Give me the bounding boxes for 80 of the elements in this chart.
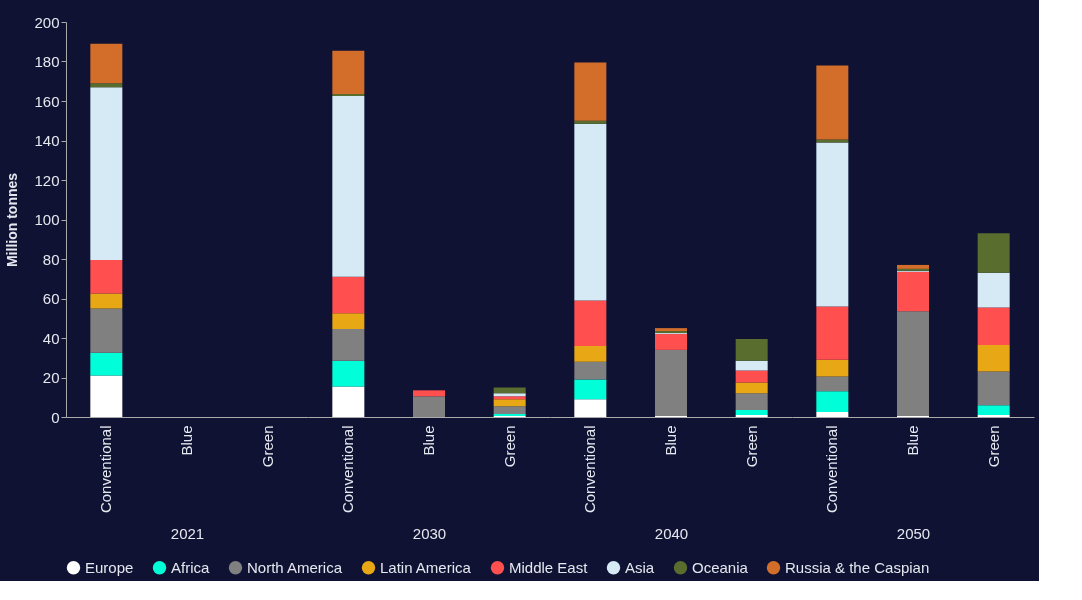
y-tick-label: 200 bbox=[34, 13, 60, 31]
bar bbox=[493, 387, 526, 394]
bar bbox=[977, 371, 1010, 406]
x-tick-label: Blue bbox=[904, 425, 921, 456]
bar bbox=[977, 272, 1010, 308]
x-tick-label: Green bbox=[742, 425, 760, 468]
bar bbox=[332, 386, 365, 417]
y-tick-label: 140 bbox=[34, 132, 60, 149]
bar bbox=[897, 311, 929, 417]
legend-label: Europe bbox=[85, 558, 134, 576]
bar bbox=[977, 233, 1010, 273]
y-tick-label: 0 bbox=[51, 408, 60, 426]
x-tick-label: Blue bbox=[178, 425, 195, 456]
bar bbox=[332, 360, 365, 387]
bar bbox=[332, 276, 365, 314]
bar bbox=[655, 334, 687, 350]
bar bbox=[735, 360, 768, 371]
bar bbox=[816, 65, 849, 140]
y-tick-label: 40 bbox=[42, 329, 60, 347]
x-tick-label: Blue bbox=[420, 425, 437, 456]
bar bbox=[816, 391, 849, 413]
legend-label: Middle East bbox=[509, 558, 589, 576]
x-tick-label: Green bbox=[500, 425, 518, 468]
y-axis-title: Million tonnes bbox=[4, 172, 21, 268]
legend-label: Latin America bbox=[380, 558, 472, 576]
bar bbox=[332, 313, 365, 330]
bar bbox=[413, 390, 445, 397]
y-tick-label: 60 bbox=[42, 290, 60, 307]
x-tick-label: Conventional bbox=[581, 425, 599, 514]
legend-label: Oceania bbox=[692, 558, 749, 576]
bar bbox=[735, 370, 768, 383]
bar bbox=[897, 271, 929, 312]
bar bbox=[493, 399, 526, 407]
bar bbox=[574, 62, 607, 121]
bar bbox=[574, 123, 607, 301]
bar bbox=[816, 142, 849, 307]
x-tick-label: Conventional bbox=[339, 425, 357, 514]
x-tick-label: Blue bbox=[662, 425, 679, 456]
x-tick-label: Conventional bbox=[823, 425, 841, 514]
bar bbox=[816, 306, 849, 360]
bar bbox=[332, 50, 365, 95]
bar bbox=[816, 412, 849, 417]
x-axis-title: 2050 bbox=[896, 525, 931, 543]
bar bbox=[493, 406, 526, 415]
bar bbox=[332, 329, 365, 361]
y-tick-label: 160 bbox=[34, 92, 60, 110]
bar bbox=[735, 393, 768, 411]
bar bbox=[574, 120, 607, 124]
bar bbox=[735, 382, 768, 394]
bar bbox=[977, 344, 1010, 372]
y-tick-label: 20 bbox=[42, 369, 60, 386]
x-tick-label: Conventional bbox=[97, 425, 115, 514]
legend-label: Russia & the Caspian bbox=[785, 558, 930, 576]
bar bbox=[735, 410, 768, 416]
bar bbox=[977, 405, 1010, 416]
x-axis-title: 2040 bbox=[654, 525, 689, 543]
bar bbox=[574, 300, 607, 346]
bar bbox=[816, 376, 849, 392]
bar bbox=[735, 338, 768, 361]
legend-label: Africa bbox=[171, 558, 210, 576]
x-tick-label: Green bbox=[258, 425, 276, 468]
y-tick-label: 180 bbox=[34, 53, 60, 70]
bar bbox=[897, 264, 929, 269]
legend-label: North America bbox=[247, 558, 343, 576]
y-tick-label: 100 bbox=[34, 211, 60, 228]
bar bbox=[574, 379, 607, 400]
bar bbox=[977, 307, 1010, 345]
x-axis-title: 2021 bbox=[170, 525, 205, 543]
bar bbox=[816, 359, 849, 377]
y-tick-label: 80 bbox=[42, 250, 60, 268]
bar bbox=[574, 345, 607, 362]
bar bbox=[655, 349, 687, 417]
bar bbox=[574, 399, 607, 417]
legend-label: Asia bbox=[625, 558, 655, 576]
y-tick-label: 120 bbox=[34, 171, 60, 189]
bar bbox=[574, 361, 607, 380]
x-axis-title: 2030 bbox=[412, 525, 447, 543]
bar bbox=[413, 396, 445, 417]
bar bbox=[332, 96, 365, 277]
x-tick-label: Green bbox=[984, 425, 1002, 468]
